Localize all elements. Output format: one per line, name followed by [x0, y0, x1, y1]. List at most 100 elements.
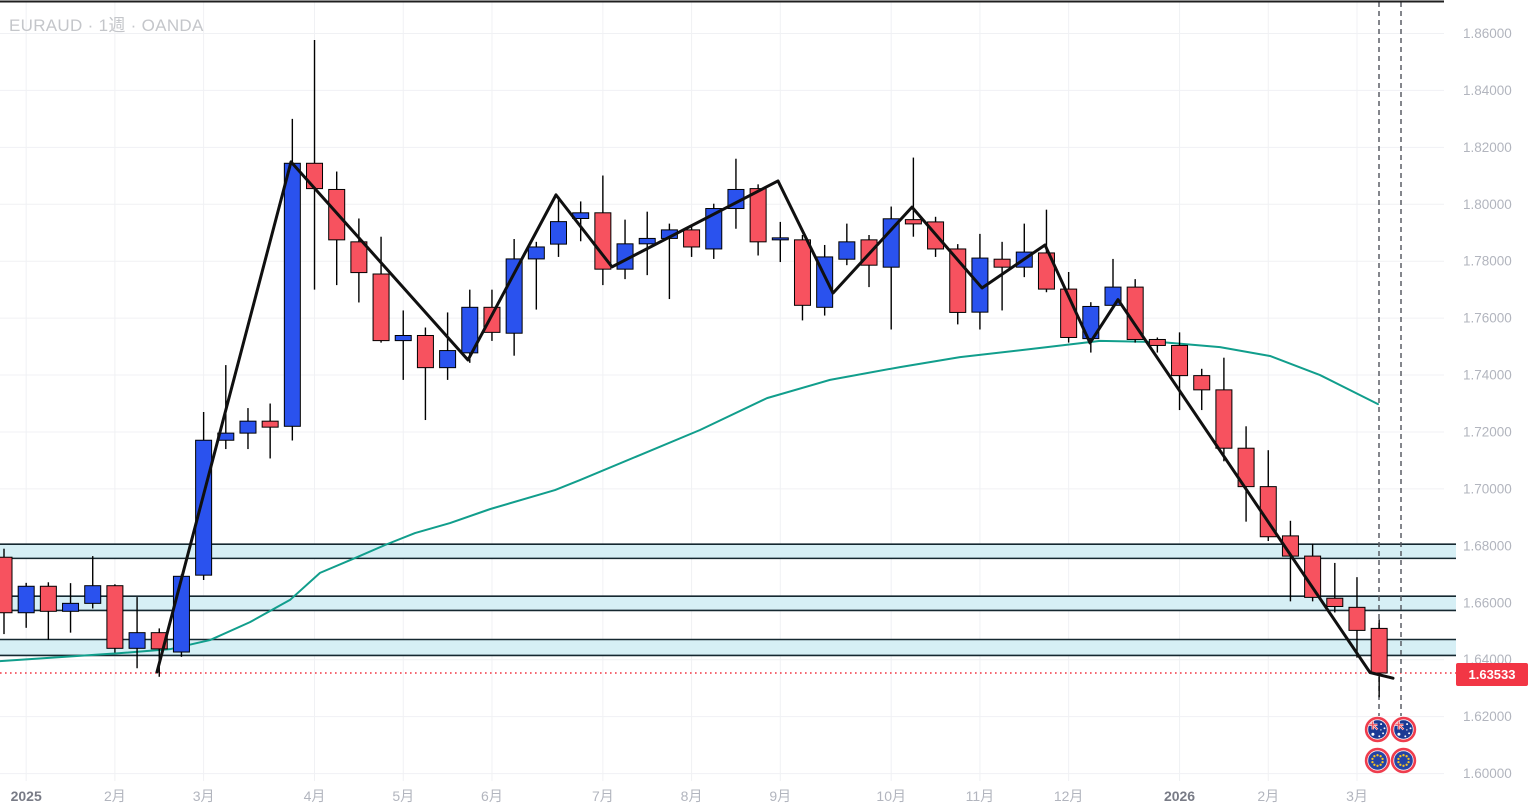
candle-body	[1171, 344, 1189, 377]
au-star	[1404, 735, 1407, 738]
candle-down	[0, 548, 13, 635]
candle-body	[838, 241, 856, 260]
candle-body	[350, 241, 368, 274]
candle-body	[1037, 252, 1055, 290]
candle-down	[350, 218, 368, 303]
candle-down	[1348, 577, 1366, 658]
price-axis[interactable]: 1.86000 1.84000 1.82000 1.80000 1.78000 1.760…	[1463, 26, 1512, 781]
candle-up	[439, 312, 457, 380]
eu-field	[1394, 751, 1413, 770]
eu-star	[1405, 755, 1408, 758]
candle-down	[594, 175, 612, 286]
economic-event-marker-eu-flag[interactable]	[1390, 747, 1417, 774]
australia-flag-icon	[1394, 720, 1413, 739]
candle-down	[306, 40, 324, 290]
zone-rect[interactable]	[0, 544, 1456, 559]
economic-event-marker-australia-flag[interactable]	[1364, 716, 1391, 743]
candle-up	[816, 244, 834, 316]
au-star	[1406, 723, 1409, 726]
candle-down	[1304, 543, 1322, 602]
candle-down	[1370, 619, 1388, 698]
candle-body	[993, 258, 1011, 268]
candle-body	[904, 219, 922, 225]
candle-down	[683, 225, 701, 257]
candle-body	[439, 350, 457, 369]
candle-body	[683, 229, 701, 248]
candle-body	[1148, 338, 1166, 346]
candle-body	[461, 306, 479, 354]
zone-rect[interactable]	[0, 596, 1456, 611]
candle-body	[882, 218, 900, 268]
eu-star	[1407, 757, 1410, 761]
x-axis-label: 2月	[104, 788, 126, 804]
x-axis-label: 3月	[1346, 788, 1368, 804]
flag-ring	[1390, 747, 1417, 774]
eu-star	[1399, 763, 1402, 766]
candle-body	[505, 258, 523, 334]
moving-average-line	[0, 339, 1379, 663]
candle-up	[971, 233, 989, 330]
eu-star	[1397, 760, 1400, 764]
economic-event-marker-australia-flag[interactable]	[1390, 716, 1417, 743]
candle-down	[1060, 272, 1078, 343]
candle-body	[638, 237, 656, 245]
candle-down	[904, 157, 922, 237]
x-axis-label: 8月	[681, 788, 703, 804]
candle-down	[416, 327, 434, 421]
candle-down	[1215, 357, 1233, 462]
candle-body	[17, 585, 35, 614]
candle-up	[1082, 302, 1100, 353]
zigzag-trend-line	[155, 160, 1395, 680]
y-axis-label: 1.74000	[1463, 368, 1512, 383]
candle-up	[550, 196, 567, 257]
au-star	[1382, 732, 1385, 735]
eu-star	[1381, 757, 1384, 761]
eu-star	[1373, 763, 1376, 766]
candle-up	[461, 289, 479, 363]
y-axis-label: 1.66000	[1463, 595, 1512, 610]
x-axis-label: 7月	[592, 788, 614, 804]
au-star	[1380, 723, 1383, 726]
eu-field	[1368, 751, 1387, 770]
flag-ring	[1364, 747, 1391, 774]
current-price-label: 1.63533	[1456, 663, 1528, 686]
candle-down	[372, 236, 390, 343]
x-axis-label: 6月	[481, 788, 503, 804]
x-axis-label: 11月	[966, 788, 995, 804]
au-star	[1397, 732, 1401, 736]
candle-down	[927, 216, 945, 257]
y-axis-label: 1.80000	[1463, 197, 1512, 212]
economic-event-marker-eu-flag[interactable]	[1364, 747, 1391, 774]
candles	[0, 40, 1388, 698]
candle-up	[239, 408, 257, 450]
candle-body	[793, 239, 811, 306]
flag-ring	[1390, 716, 1417, 743]
au-star	[1371, 732, 1375, 736]
candle-body	[771, 237, 789, 241]
x-axis-label: 2025	[11, 788, 42, 804]
candle-up	[17, 582, 35, 628]
candle-body	[527, 246, 545, 260]
au-star	[1409, 727, 1412, 730]
flag-ring	[1364, 716, 1391, 743]
candle-up	[84, 556, 102, 609]
x-axis-label: 10月	[876, 788, 906, 804]
time-axis[interactable]: 2025 2月 3月 4月 5月 6月 7月 8月 9月 10月 11月 12月 2026 2月 3月	[11, 788, 1368, 804]
eu-star	[1371, 757, 1374, 761]
candle-up	[771, 221, 789, 263]
au-star	[1378, 735, 1381, 738]
candle-down	[261, 403, 279, 459]
au-star	[1406, 729, 1408, 731]
candle-up	[527, 241, 545, 310]
candle-down	[1237, 426, 1255, 522]
y-axis-label: 1.72000	[1463, 424, 1512, 439]
x-axis-label: 2026	[1164, 788, 1195, 804]
eu-flag-icon	[1368, 751, 1387, 770]
candle-body	[749, 188, 767, 243]
candle-up	[616, 219, 634, 280]
eu-star	[1381, 760, 1384, 764]
zone-rect[interactable]	[0, 639, 1456, 656]
candle-up	[128, 597, 146, 669]
candle-body	[1193, 375, 1211, 391]
